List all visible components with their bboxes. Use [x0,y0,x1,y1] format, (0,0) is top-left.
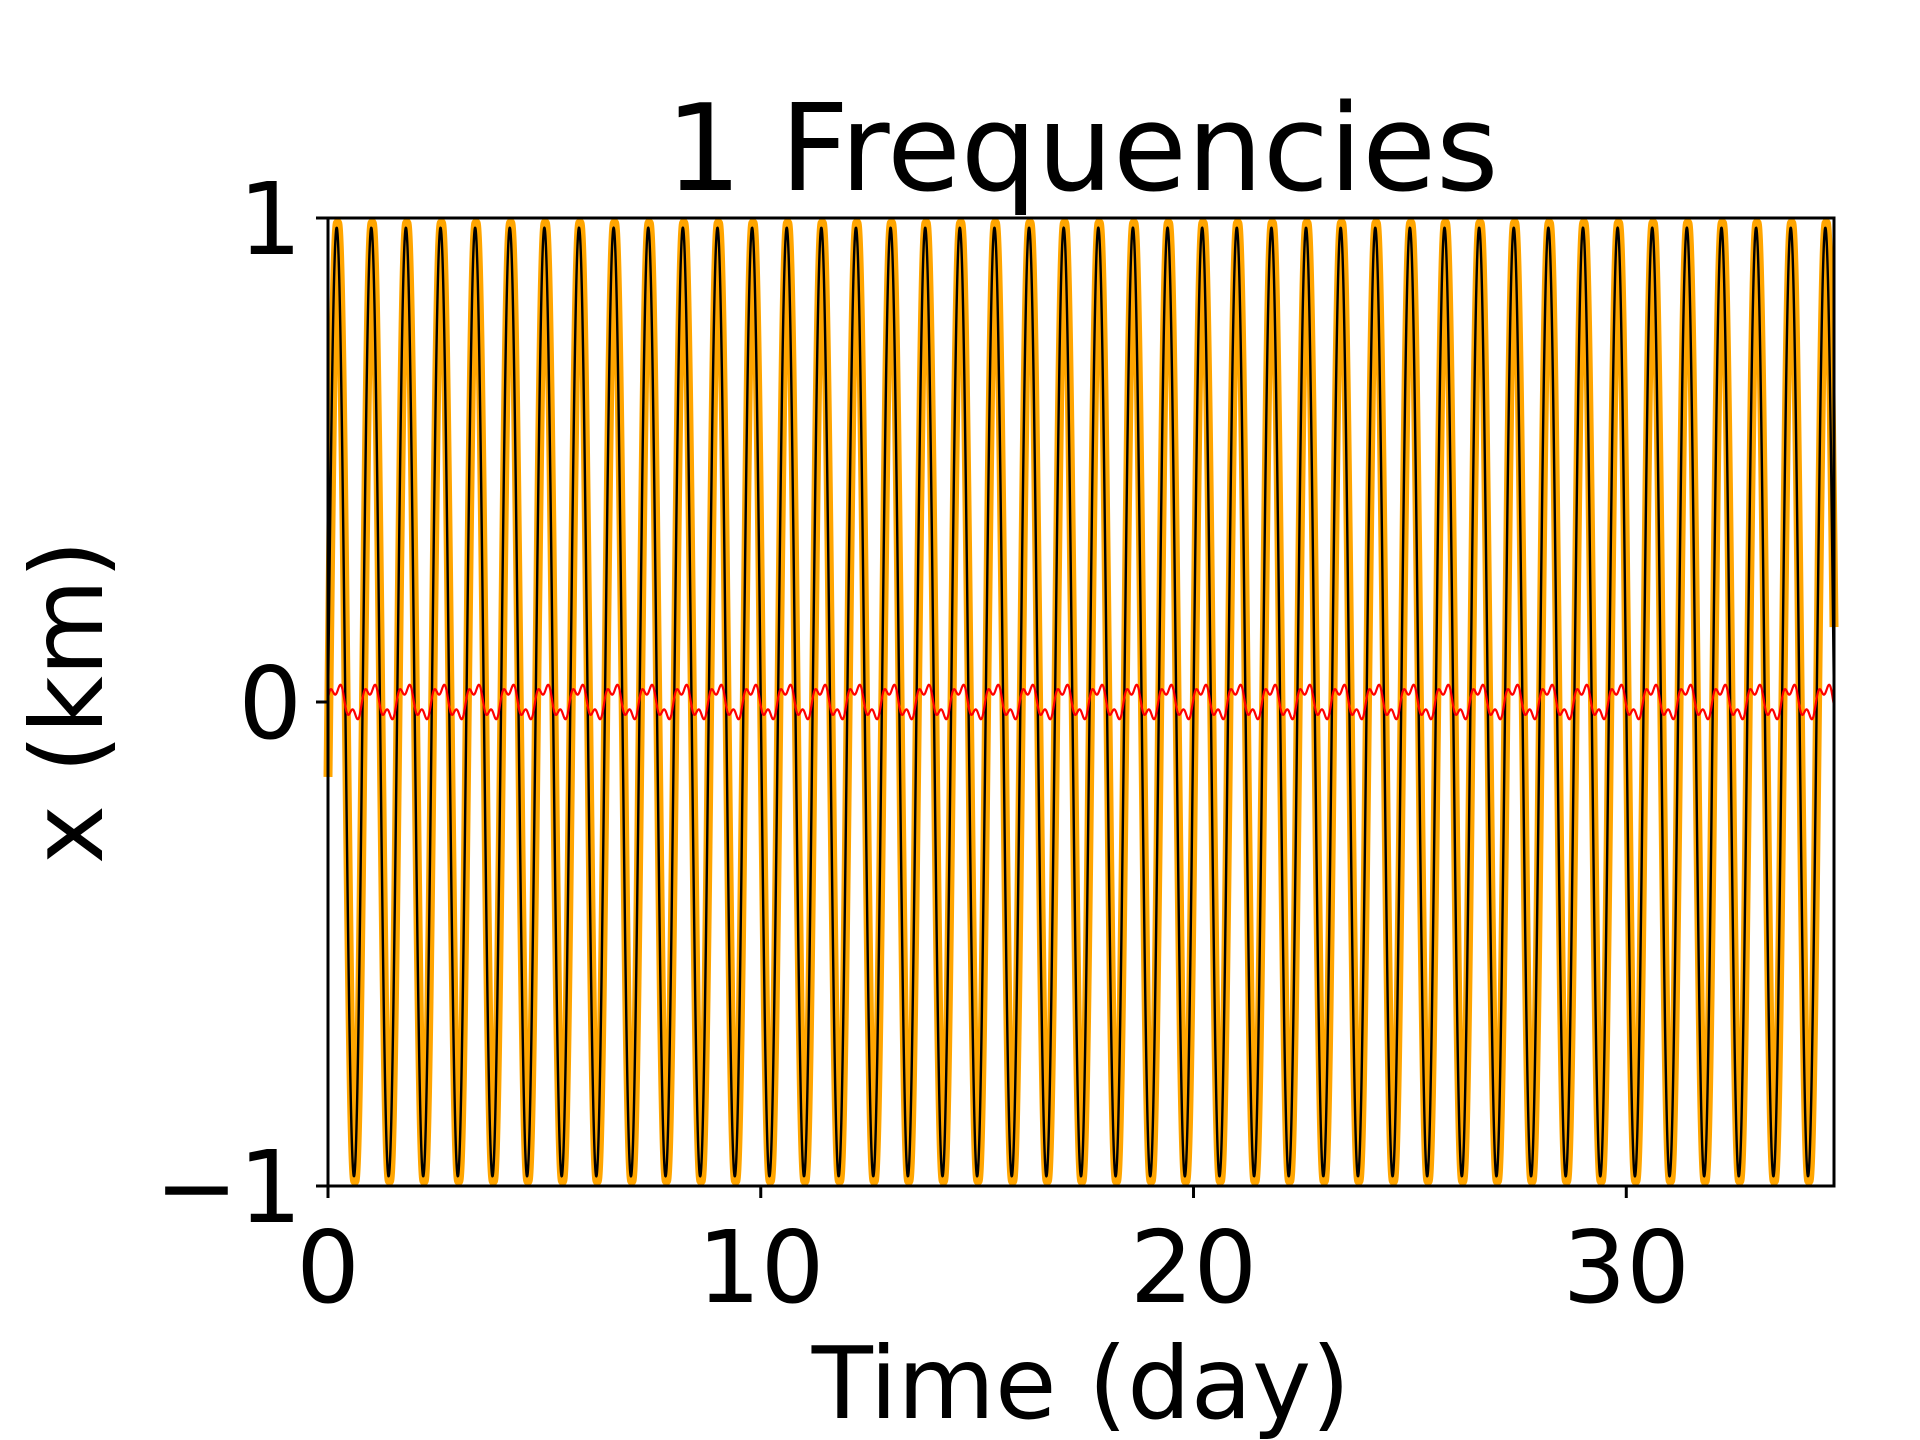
x-axis-ticks: 0 10 20 30 [296,1186,1690,1326]
series-line-black [326,226,1836,1178]
x-axis-label: Time (day) [811,1325,1350,1440]
y-axis-ticks: −1 0 1 [155,161,328,1246]
y-axis-label: x (km) [9,540,126,864]
x-tick-label: 20 [1130,1209,1257,1326]
chart-title: 1 Frequencies [665,80,1498,219]
y-tick-label: −1 [155,1129,302,1246]
plot-area [323,218,1839,1186]
x-tick-label: 0 [296,1209,360,1326]
series-line-red [326,683,1836,721]
x-tick-label: 30 [1563,1209,1690,1326]
y-tick-label: 1 [238,161,302,278]
x-tick-label: 10 [697,1209,824,1326]
y-tick-label: 0 [238,645,302,762]
